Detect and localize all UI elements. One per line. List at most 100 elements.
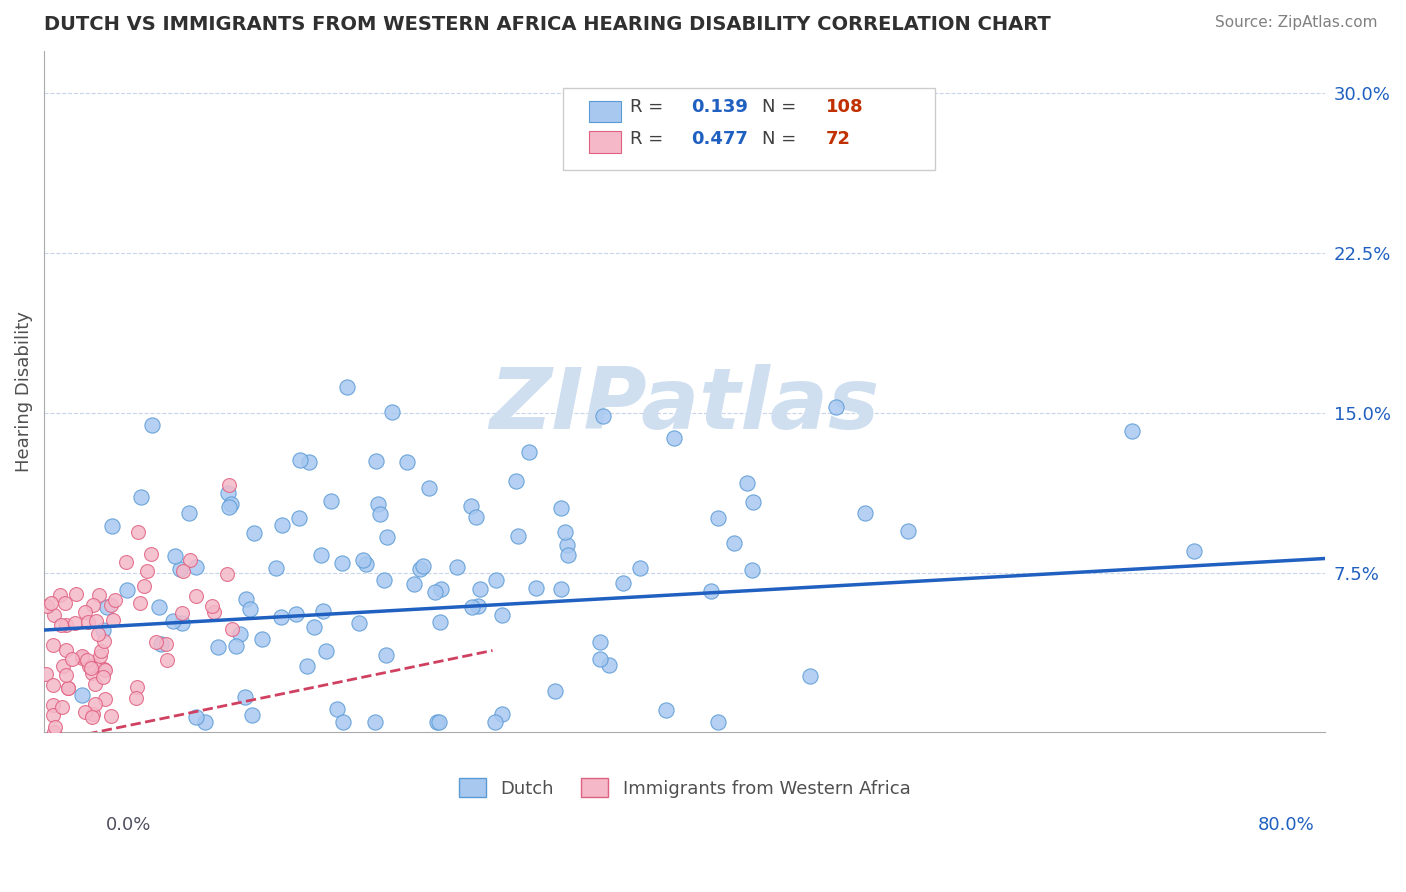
Point (325, 702, 347, 716)
Point (93, 662, 115, 676)
Point (65, 586, 87, 600)
Point (319, 494, 342, 508)
Point (332, 714, 354, 729)
Point (470, 582, 492, 596)
Point (825, 400, 848, 414)
Point (557, 548, 579, 562)
Point (235, 592, 257, 607)
Point (364, 454, 387, 468)
Point (70, 649, 93, 664)
Point (141, 417, 163, 432)
Point (93, 633, 115, 648)
Point (336, 380, 359, 394)
Point (84, 614, 107, 628)
Point (270, 610, 292, 624)
Point (217, 485, 239, 500)
Point (132, 579, 155, 593)
Point (179, 506, 201, 520)
Point (364, 714, 387, 729)
Point (799, 669, 821, 683)
Point (467, 599, 489, 613)
Point (550, 501, 572, 516)
Point (82, 710, 104, 724)
Point (56, 681, 79, 695)
Point (412, 559, 434, 574)
Point (506, 529, 529, 543)
Point (90, 644, 112, 658)
Point (51, 700, 73, 714)
Point (83, 676, 105, 690)
Point (381, 405, 404, 419)
Point (239, 602, 262, 616)
Point (73, 605, 96, 619)
Point (56, 681, 79, 695)
Point (298, 454, 321, 468)
Point (44, 720, 66, 734)
Point (172, 615, 194, 630)
Point (91, 670, 114, 684)
Point (356, 558, 378, 572)
Point (240, 708, 263, 723)
Point (129, 596, 152, 610)
Point (89, 649, 111, 664)
Point (83, 657, 105, 672)
Point (427, 714, 450, 729)
Point (1121, 424, 1143, 438)
Point (373, 574, 395, 588)
Point (347, 616, 370, 631)
Point (162, 615, 184, 629)
Point (430, 582, 453, 597)
Point (148, 600, 170, 615)
Point (42, 678, 65, 692)
Point (592, 409, 614, 424)
Point (375, 648, 398, 662)
Point (172, 564, 194, 578)
Point (37, 599, 59, 613)
Text: 0.139: 0.139 (692, 98, 748, 116)
Bar (589, 101, 620, 122)
Point (101, 518, 124, 533)
Point (315, 643, 337, 657)
Point (367, 497, 389, 511)
Point (485, 574, 508, 588)
Point (125, 691, 148, 706)
Point (202, 605, 225, 619)
Text: 0.477: 0.477 (692, 130, 748, 148)
Text: Source: ZipAtlas.com: Source: ZipAtlas.com (1215, 15, 1378, 29)
Point (311, 604, 333, 618)
Point (375, 530, 398, 544)
Point (149, 637, 172, 651)
Point (311, 548, 333, 562)
Text: N =: N = (762, 98, 801, 116)
FancyBboxPatch shape (562, 88, 935, 170)
Point (550, 582, 572, 596)
Point (55, 643, 77, 657)
Text: ZIPatlas: ZIPatlas (489, 364, 880, 447)
Point (84, 698, 107, 712)
Point (1182, 543, 1205, 558)
Text: 80.0%: 80.0% (1258, 815, 1315, 833)
Point (402, 577, 425, 591)
Point (52, 659, 75, 673)
Point (735, 475, 758, 490)
Point (243, 526, 266, 541)
Point (461, 600, 484, 615)
Point (484, 714, 506, 729)
Point (853, 507, 876, 521)
Point (94, 663, 117, 677)
Text: 108: 108 (825, 98, 863, 116)
Point (396, 455, 419, 469)
Point (91, 623, 114, 637)
Point (218, 500, 240, 515)
Text: DUTCH VS IMMIGRANTS FROM WESTERN AFRICA HEARING DISABILITY CORRELATION CHART: DUTCH VS IMMIGRANTS FROM WESTERN AFRICA … (44, 15, 1050, 34)
Point (201, 599, 224, 613)
Point (35, 666, 58, 681)
Point (63, 616, 86, 631)
Point (172, 606, 194, 620)
Point (741, 563, 763, 577)
Point (218, 477, 240, 491)
Point (426, 714, 449, 729)
Point (423, 584, 446, 599)
Point (39, 596, 62, 610)
Point (49, 588, 72, 602)
